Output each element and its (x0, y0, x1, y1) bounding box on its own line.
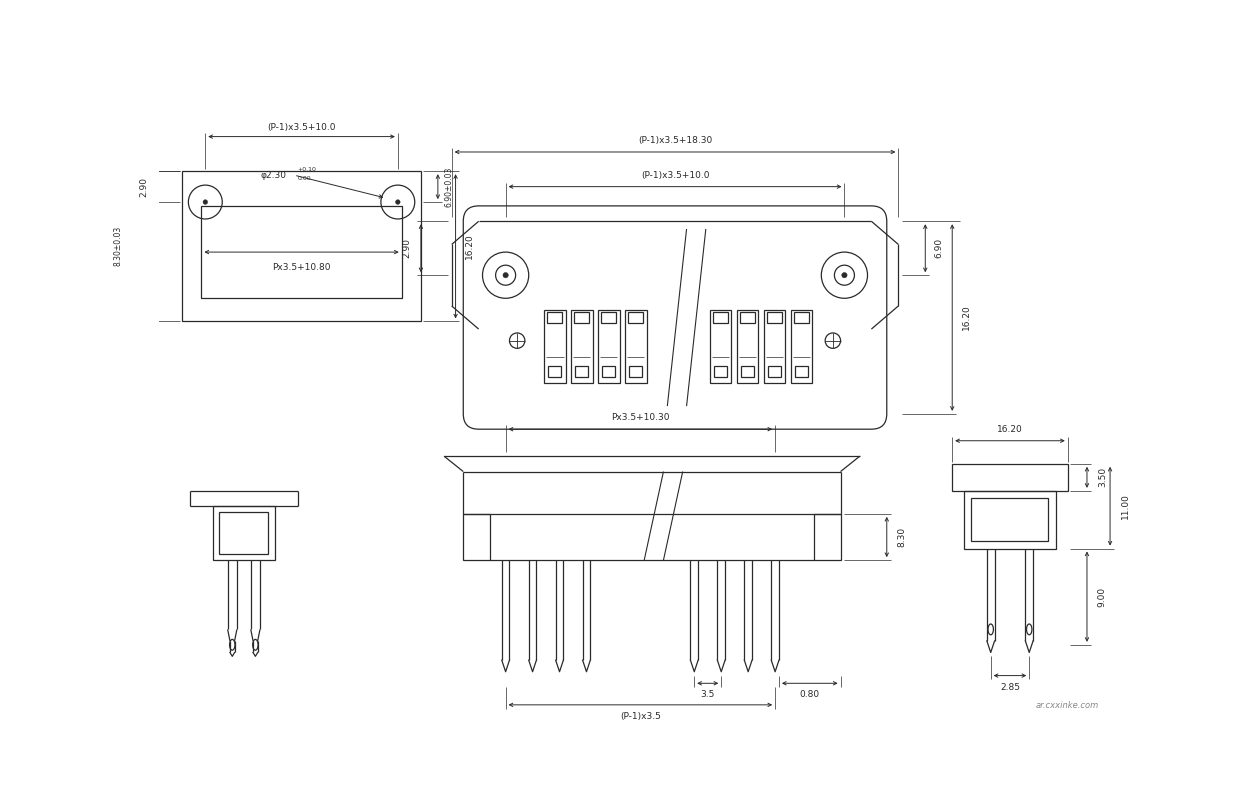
Bar (790, 310, 812, 383)
Text: 2.85: 2.85 (1000, 683, 1020, 692)
Bar (740, 312, 755, 323)
Text: (P-1)x3.5+10.0: (P-1)x3.5+10.0 (267, 122, 336, 132)
Bar (213, 506, 275, 560)
Text: (P-1)x3.5+18.30: (P-1)x3.5+18.30 (638, 136, 713, 145)
Text: 16.20: 16.20 (466, 234, 474, 260)
Text: 6.90±0.03: 6.90±0.03 (444, 166, 454, 207)
Bar (625, 310, 646, 383)
Bar (182, 171, 421, 321)
Text: 0.80: 0.80 (800, 690, 820, 699)
Bar (794, 312, 809, 323)
Bar (971, 499, 1048, 541)
Text: Px3.5+10.30: Px3.5+10.30 (612, 413, 670, 423)
Bar (548, 312, 563, 323)
Bar (572, 310, 593, 383)
Bar (220, 513, 268, 554)
Circle shape (396, 200, 401, 204)
Text: 8.30±0.03: 8.30±0.03 (114, 226, 122, 267)
Text: 3.50: 3.50 (1098, 467, 1107, 487)
Bar (768, 366, 781, 377)
Circle shape (503, 272, 508, 278)
Bar (574, 312, 589, 323)
Bar (714, 366, 726, 377)
Text: (P-1)x3.5: (P-1)x3.5 (620, 712, 660, 721)
Bar (463, 514, 841, 560)
Text: 6.90: 6.90 (935, 238, 943, 258)
Bar (952, 464, 1068, 491)
Text: 2.90: 2.90 (140, 177, 149, 196)
Text: 2.90: 2.90 (403, 238, 412, 258)
Text: 9.00: 9.00 (1098, 586, 1107, 607)
Bar (741, 366, 754, 377)
Bar (602, 312, 617, 323)
Text: ar.cxxinke.com: ar.cxxinke.com (1036, 702, 1098, 710)
Bar (710, 310, 731, 383)
Bar (201, 206, 402, 298)
Bar (629, 366, 643, 377)
Bar (764, 310, 785, 383)
Text: 8.30: 8.30 (897, 527, 906, 547)
Text: φ2.30: φ2.30 (260, 170, 286, 179)
Circle shape (203, 200, 207, 204)
Text: Px3.5+10.80: Px3.5+10.80 (272, 263, 331, 272)
Circle shape (841, 272, 847, 278)
Bar (766, 312, 782, 323)
Text: 16.20: 16.20 (997, 425, 1023, 434)
Bar (544, 310, 565, 383)
Bar (795, 366, 807, 377)
Bar (548, 366, 562, 377)
Bar (963, 491, 1056, 548)
Bar (575, 366, 588, 377)
Bar (598, 310, 619, 383)
Text: 0.00: 0.00 (298, 177, 311, 182)
Text: 16.20: 16.20 (961, 305, 971, 330)
Bar (736, 310, 759, 383)
Bar (713, 312, 728, 323)
Bar (628, 312, 643, 323)
Bar (603, 366, 615, 377)
Text: 3.5: 3.5 (700, 690, 715, 699)
Text: +0.10: +0.10 (298, 167, 317, 172)
Text: (P-1)x3.5+10.0: (P-1)x3.5+10.0 (640, 170, 709, 179)
Text: 11.00: 11.00 (1121, 493, 1129, 519)
